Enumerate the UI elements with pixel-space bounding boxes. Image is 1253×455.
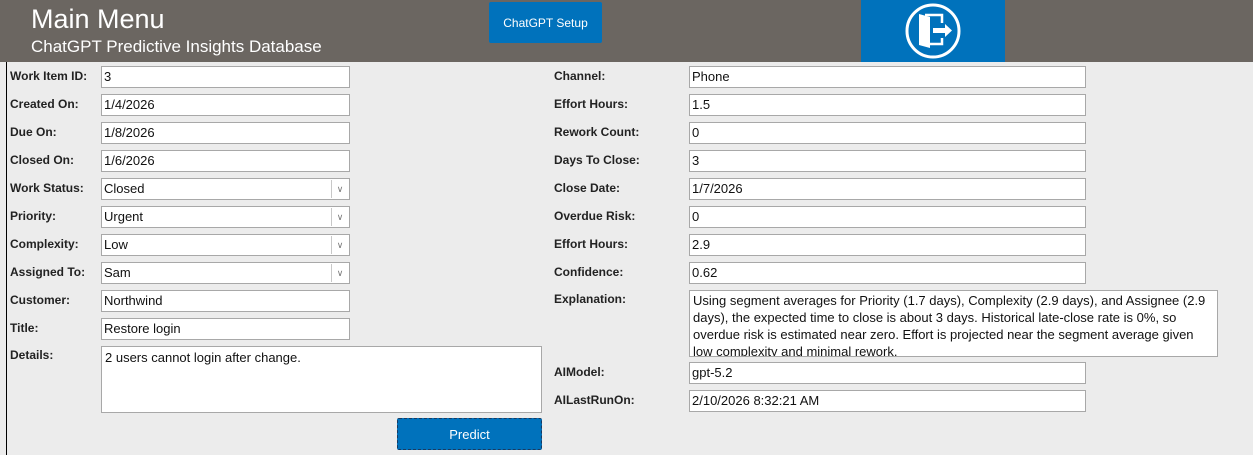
closed-on-label: Closed On:	[10, 153, 75, 167]
ai-model-label: AIModel:	[554, 365, 605, 379]
created-on-label: Created On:	[10, 97, 79, 111]
customer-field[interactable]: Northwind	[101, 290, 350, 312]
priority-combobox[interactable]: Urgent ∨	[101, 206, 350, 228]
chevron-down-icon[interactable]: ∨	[331, 264, 348, 282]
work-item-id-value: 3	[104, 69, 112, 84]
assigned-to-combobox[interactable]: Sam ∨	[101, 262, 350, 284]
effort-hours-value: 2.9	[692, 237, 711, 252]
work-item-id-label: Work Item ID:	[10, 69, 88, 83]
assigned-to-label: Assigned To:	[10, 265, 86, 279]
close-date-label: Close Date:	[554, 181, 621, 195]
page-title: Main Menu	[31, 4, 165, 34]
explanation-textarea[interactable]: Using segment averages for Priority (1.7…	[689, 290, 1218, 357]
days-to-close-value: 3	[692, 153, 700, 168]
title-label: Title:	[10, 321, 39, 335]
effort-hours-field[interactable]: 1.5	[689, 94, 1086, 116]
rework-count-value: 0	[692, 125, 700, 140]
confidence-label: Confidence:	[554, 265, 624, 279]
created-on-value: 1/4/2026	[104, 97, 155, 112]
explanation-label: Explanation:	[554, 292, 627, 306]
rework-count-field[interactable]: 0	[689, 122, 1086, 144]
channel-value: Phone	[692, 69, 730, 84]
closed-on-value: 1/6/2026	[104, 153, 155, 168]
title-field[interactable]: Restore login	[101, 318, 350, 340]
form-border	[6, 62, 7, 455]
complexity-label: Complexity:	[10, 237, 79, 251]
assigned-to-value: Sam	[104, 265, 131, 280]
work-item-id-field[interactable]: 3	[101, 66, 350, 88]
header-bar: Main Menu ChatGPT Predictive Insights Da…	[0, 0, 1253, 62]
channel-field[interactable]: Phone	[689, 66, 1086, 88]
overdue-risk-field[interactable]: 0	[689, 206, 1086, 228]
predict-button[interactable]: Predict	[397, 418, 542, 450]
effort-hours-label: Effort Hours:	[554, 97, 628, 111]
work-status-value: Closed	[104, 181, 145, 196]
priority-label: Priority:	[10, 209, 57, 223]
complexity-combobox[interactable]: Low ∨	[101, 234, 350, 256]
confidence-value: 0.62	[692, 265, 718, 280]
effort-hours-label: Effort Hours:	[554, 237, 628, 251]
due-on-field[interactable]: 1/8/2026	[101, 122, 350, 144]
closed-on-field[interactable]: 1/6/2026	[101, 150, 350, 172]
ai-model-field[interactable]: gpt-5.2	[689, 362, 1086, 384]
ai-last-run-field[interactable]: 2/10/2026 8:32:21 AM	[689, 390, 1086, 412]
complexity-value: Low	[104, 237, 128, 252]
exit-door-icon	[905, 3, 961, 59]
customer-label: Customer:	[10, 293, 71, 307]
exit-button[interactable]	[861, 0, 1005, 62]
chevron-down-icon[interactable]: ∨	[331, 208, 348, 226]
chatgpt-setup-button[interactable]: ChatGPT Setup	[489, 2, 602, 43]
chevron-down-icon[interactable]: ∨	[331, 180, 348, 198]
chevron-down-icon[interactable]: ∨	[331, 236, 348, 254]
effort-hours-value: 1.5	[692, 97, 711, 112]
overdue-risk-label: Overdue Risk:	[554, 209, 636, 223]
channel-label: Channel:	[554, 69, 606, 83]
due-on-value: 1/8/2026	[104, 125, 155, 140]
work-status-combobox[interactable]: Closed ∨	[101, 178, 350, 200]
title-value: Restore login	[104, 321, 181, 336]
customer-value: Northwind	[104, 293, 163, 308]
days-to-close-label: Days To Close:	[554, 153, 640, 167]
close-date-value: 1/7/2026	[692, 181, 743, 196]
details-label: Details:	[10, 348, 54, 362]
priority-value: Urgent	[104, 209, 144, 224]
details-textarea[interactable]: 2 users cannot login after change.	[101, 346, 542, 413]
due-on-label: Due On:	[10, 125, 57, 139]
overdue-risk-value: 0	[692, 209, 700, 224]
page-subtitle: ChatGPT Predictive Insights Database	[31, 37, 322, 56]
confidence-field[interactable]: 0.62	[689, 262, 1086, 284]
close-date-field[interactable]: 1/7/2026	[689, 178, 1086, 200]
rework-count-label: Rework Count:	[554, 125, 640, 139]
effort-hours-field[interactable]: 2.9	[689, 234, 1086, 256]
days-to-close-field[interactable]: 3	[689, 150, 1086, 172]
ai-last-run-label: AILastRunOn:	[554, 393, 635, 407]
work-status-label: Work Status:	[10, 181, 84, 195]
created-on-field[interactable]: 1/4/2026	[101, 94, 350, 116]
